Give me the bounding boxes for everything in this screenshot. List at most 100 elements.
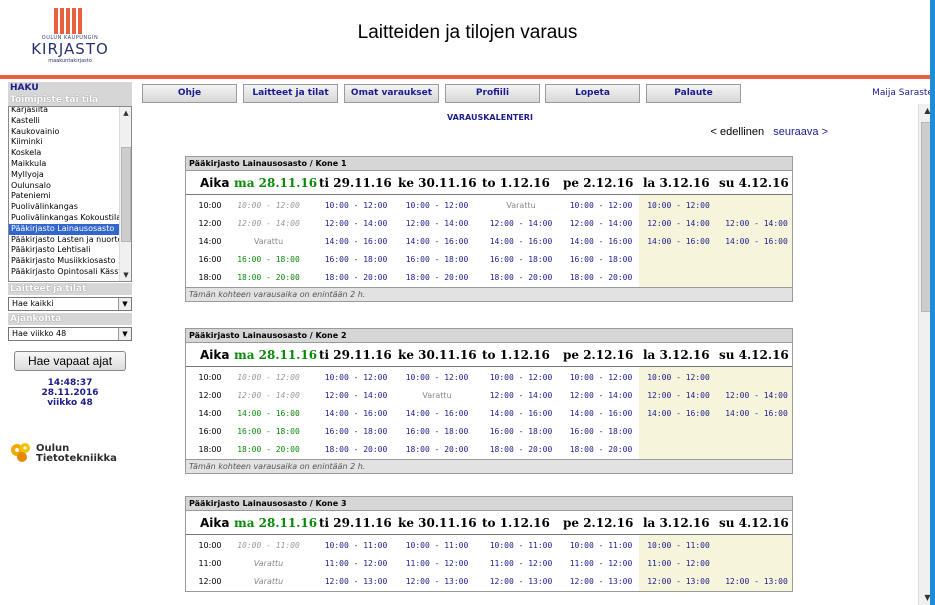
free-slot-link[interactable]: 14:00 - 16:00 [725, 409, 788, 418]
free-slot-link[interactable]: 16:00 - 18:00 [569, 427, 633, 436]
location-option[interactable]: Pääkirjasto Lehtisali [11, 245, 91, 255]
free-slot-link[interactable]: 11:00 - 12:00 [489, 559, 553, 568]
free-slot-link[interactable]: 12:00 - 14:00 [647, 391, 710, 400]
location-option[interactable]: Pateniemi [11, 191, 51, 201]
scroll-up-icon[interactable]: ▲ [123, 109, 129, 117]
free-slot-link[interactable]: 12:00 - 14:00 [489, 391, 553, 400]
free-slot-link[interactable]: 14:00 - 16:00 [647, 237, 710, 246]
free-slot-link[interactable]: 10:00 - 12:00 [405, 373, 469, 382]
free-slot-link[interactable]: 10:00 - 11:00 [405, 541, 469, 550]
search-free-times-button[interactable]: Hae vapaat ajat [14, 351, 126, 371]
free-slot-link[interactable]: 12:00 - 14:00 [569, 219, 633, 228]
free-slot-link[interactable]: 10:00 - 12:00 [324, 373, 388, 382]
free-slot-link[interactable]: 16:00 - 18:00 [324, 255, 388, 264]
free-slot-link[interactable]: 11:00 - 12:00 [324, 559, 388, 568]
location-option[interactable]: Maikkula [11, 158, 47, 168]
free-slot-link[interactable]: 10:00 - 11:00 [489, 541, 553, 550]
free-slot-link[interactable]: 11:00 - 12:00 [569, 559, 633, 568]
free-slot-link[interactable]: 18:00 - 20:00 [489, 273, 553, 282]
free-slot-link[interactable]: 18:00 - 20:00 [489, 445, 553, 454]
free-slot-link[interactable]: 18:00 - 20:00 [324, 273, 388, 282]
free-slot-link[interactable]: 16:00 - 18:00 [489, 255, 553, 264]
free-slot-link[interactable]: 18:00 - 20:00 [324, 445, 388, 454]
free-slot-link[interactable]: 12:00 - 14:00 [647, 219, 710, 228]
free-slot-link[interactable]: 18:00 - 20:00 [569, 445, 633, 454]
free-slot-link[interactable]: 11:00 - 12:00 [647, 559, 710, 568]
free-slot-link[interactable]: 10:00 - 11:00 [647, 541, 710, 550]
period-select[interactable]: Hae viikko 48 ▼ [8, 327, 132, 341]
free-slot-link[interactable]: 12:00 - 14:00 [489, 219, 553, 228]
devices-select[interactable]: Hae kaikki ▼ [8, 297, 132, 311]
free-slot-link[interactable]: 14:00 - 16:00 [725, 237, 788, 246]
company-logo[interactable]: Oulun Tietotekniikka [10, 442, 120, 472]
scroll-down-icon[interactable]: ▼ [123, 271, 129, 279]
nav-feedback[interactable]: Palaute [646, 84, 741, 103]
chevron-down-icon[interactable]: ▼ [118, 328, 131, 340]
free-slot-link[interactable]: 16:00 - 18:00 [569, 255, 633, 264]
free-slot-link[interactable]: 14:00 - 16:00 [405, 409, 469, 418]
free-slot-link[interactable]: 10:00 - 12:00 [569, 373, 633, 382]
free-slot-link[interactable]: 10:00 - 11:00 [324, 541, 388, 550]
free-slot-link[interactable]: 12:00 - 14:00 [569, 391, 633, 400]
free-slot-link[interactable]: 16:00 - 18:00 [405, 255, 469, 264]
nav-help[interactable]: Ohje [142, 84, 237, 103]
previous-week-link[interactable]: < edellinen [710, 126, 765, 138]
free-slot-link[interactable]: 14:00 - 16:00 [569, 409, 633, 418]
location-option[interactable]: Kastelli [11, 115, 40, 125]
free-slot-link[interactable]: 10:00 - 12:00 [569, 201, 633, 210]
scroll-thumb[interactable] [121, 147, 131, 242]
location-option[interactable]: Pääkirjasto Lasten ja nuorte [11, 234, 119, 244]
location-option[interactable]: Koskela [11, 148, 42, 158]
scroll-up-icon[interactable]: ▲ [924, 106, 931, 115]
free-slot-link[interactable]: 18:00 - 20:00 [237, 445, 300, 454]
free-slot-link[interactable]: 18:00 - 20:00 [237, 273, 300, 282]
free-slot-link[interactable]: 14:00 - 16:00 [489, 237, 553, 246]
free-slot-link[interactable]: 14:00 - 16:00 [647, 409, 710, 418]
free-slot-link[interactable]: 12:00 - 13:00 [725, 577, 788, 586]
free-slot-link[interactable]: 12:00 - 14:00 [324, 391, 388, 400]
location-option[interactable]: Myllyoja [11, 169, 44, 179]
free-slot-link[interactable]: 14:00 - 16:00 [237, 409, 300, 418]
free-slot-link[interactable]: 10:00 - 12:00 [405, 201, 469, 210]
location-option[interactable]: Kiiminki [11, 137, 43, 147]
free-slot-link[interactable]: 14:00 - 16:00 [489, 409, 553, 418]
free-slot-link[interactable]: 18:00 - 20:00 [569, 273, 633, 282]
free-slot-link[interactable]: 14:00 - 16:00 [324, 237, 388, 246]
free-slot-link[interactable]: 12:00 - 13:00 [647, 577, 710, 586]
free-slot-link[interactable]: 10:00 - 12:00 [647, 373, 710, 382]
location-option[interactable]: Karjasilta [11, 106, 49, 114]
location-option[interactable]: Kaukovainio [11, 126, 60, 136]
free-slot-link[interactable]: 12:00 - 14:00 [405, 219, 469, 228]
free-slot-link[interactable]: 12:00 - 13:00 [569, 577, 633, 586]
free-slot-link[interactable]: 16:00 - 18:00 [237, 255, 300, 264]
free-slot-link[interactable]: 12:00 - 14:00 [324, 219, 388, 228]
free-slot-link[interactable]: 16:00 - 18:00 [324, 427, 388, 436]
nav-logout[interactable]: Lopeta [545, 84, 640, 103]
nav-devices[interactable]: Laitteet ja tilat [243, 84, 338, 103]
library-logo[interactable]: OULUN KAUPUNGIN KIRJASTO maakuntakirjast… [30, 8, 120, 64]
free-slot-link[interactable]: 16:00 - 18:00 [405, 427, 469, 436]
free-slot-link[interactable]: 10:00 - 12:00 [324, 201, 388, 210]
free-slot-link[interactable]: 12:00 - 13:00 [489, 577, 553, 586]
nav-profile[interactable]: Profiili [445, 84, 540, 103]
free-slot-link[interactable]: 14:00 - 16:00 [569, 237, 633, 246]
chevron-down-icon[interactable]: ▼ [118, 298, 131, 310]
free-slot-link[interactable]: 18:00 - 20:00 [405, 445, 469, 454]
next-week-link[interactable]: seuraava > [773, 126, 828, 138]
location-listbox[interactable]: Karjasilta Kastelli Kaukovainio Kiiminki Kos… [8, 106, 132, 282]
location-option[interactable]: Puolivälinkangas Kokoustila [11, 212, 119, 222]
location-option[interactable]: Oulunsalo [11, 180, 51, 190]
free-slot-link[interactable]: 12:00 - 14:00 [725, 219, 788, 228]
free-slot-link[interactable]: 18:00 - 20:00 [405, 273, 469, 282]
free-slot-link[interactable]: 10:00 - 12:00 [647, 201, 710, 210]
location-option[interactable]: Pääkirjasto Musiikkiosasto [11, 256, 116, 266]
free-slot-link[interactable]: 14:00 - 16:00 [405, 237, 469, 246]
location-scrollbar[interactable]: ▲ ▼ [119, 107, 131, 281]
free-slot-link[interactable]: 16:00 - 18:00 [237, 427, 300, 436]
nav-my-bookings[interactable]: Omat varaukset [344, 84, 439, 103]
free-slot-link[interactable]: 10:00 - 11:00 [569, 541, 633, 550]
free-slot-link[interactable]: 12:00 - 13:00 [405, 577, 469, 586]
scroll-down-icon[interactable]: ▼ [924, 593, 931, 602]
location-option[interactable]: Pääkirjasto Opintosali Kässy [11, 266, 119, 276]
free-slot-link[interactable]: 12:00 - 13:00 [324, 577, 388, 586]
